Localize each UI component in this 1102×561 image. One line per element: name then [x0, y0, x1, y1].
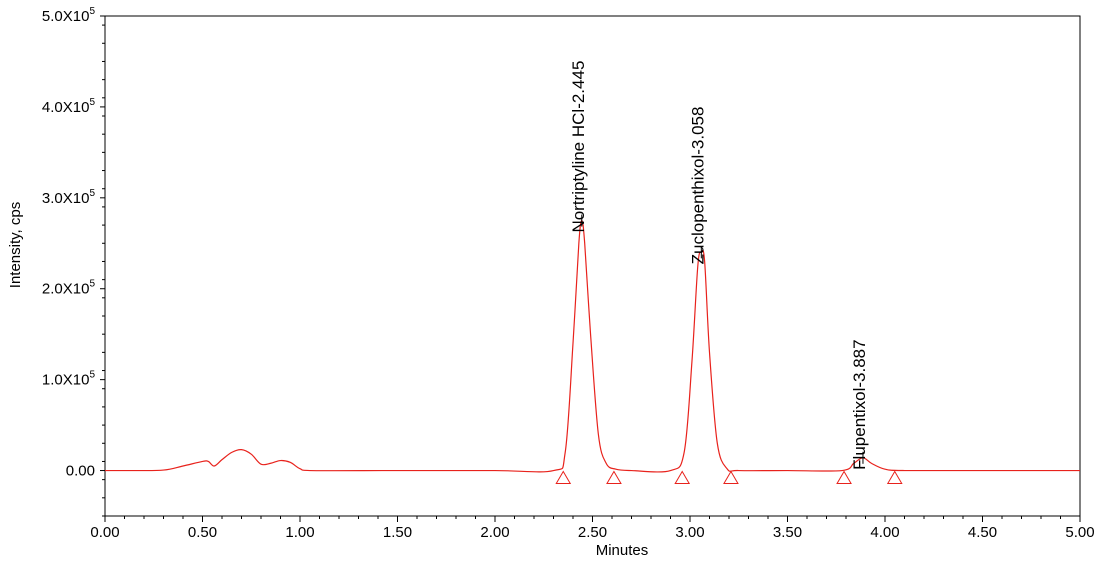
peak-boundary-marker [606, 470, 622, 485]
peak-label: Nortriptyline HCl-2.445 [569, 61, 588, 233]
x-tick-label: 2.00 [480, 524, 509, 541]
y-tick-exponent: 5 [89, 6, 95, 17]
y-tick-exponent: 5 [89, 370, 95, 381]
x-tick-label: 3.50 [773, 524, 802, 541]
y-tick-label: 5.0X105 [42, 6, 96, 25]
series-line-0 [104, 219, 1080, 473]
y-tick-label: 4.0X105 [42, 97, 96, 116]
peak-markers [555, 214, 903, 485]
y-tick-exponent: 5 [89, 188, 95, 199]
x-axis-ticks: 0.00 0.50 1.00 1.50 2.00 2.50 3.00 3.50 4.00 4.50… [90, 516, 1095, 541]
x-tick-label: 4.00 [870, 524, 899, 541]
x-tick-label: 5.00 [1065, 524, 1094, 541]
peak-boundary-marker [555, 470, 572, 485]
peak-labels: Nortriptyline HCl-2.445 Zuclopenthixol-3.… [569, 61, 869, 470]
y-tick-label: 0.00 [66, 463, 95, 480]
peak-boundary-marker [886, 470, 903, 485]
x-axis-title: Minutes [596, 542, 649, 559]
y-axis-title: Intensity, cps [7, 202, 24, 288]
y-tick-exponent: 5 [89, 279, 95, 290]
y-tick-exponent: 5 [89, 97, 95, 108]
y-tick-label: 2.0X105 [42, 279, 96, 298]
y-tick-label: 1.0X105 [42, 370, 96, 389]
x-tick-label: 0.50 [188, 524, 217, 541]
peak-label: Zuclopenthixol-3.058 [688, 107, 707, 265]
peak-boundary-marker [674, 470, 691, 485]
peak-boundary-marker [836, 470, 852, 485]
x-tick-label: 1.00 [285, 524, 314, 541]
peak-label: Flupentixol-3.887 [850, 339, 869, 469]
plot-frame [104, 15, 1081, 517]
x-tick-label: 1.50 [383, 524, 412, 541]
x-tick-label: 3.00 [675, 524, 704, 541]
x-tick-label: 4.50 [968, 524, 997, 541]
peak-boundary-marker [723, 470, 739, 485]
y-axis-ticks: 0.00 1.0X105 2.0X105 3.0X105 4.0X105 5.0X105 [42, 6, 105, 517]
series-layer [104, 219, 1080, 473]
x-tick-label: 0.00 [90, 524, 119, 541]
y-tick-label: 3.0X105 [42, 188, 96, 207]
x-tick-label: 2.50 [578, 524, 607, 541]
